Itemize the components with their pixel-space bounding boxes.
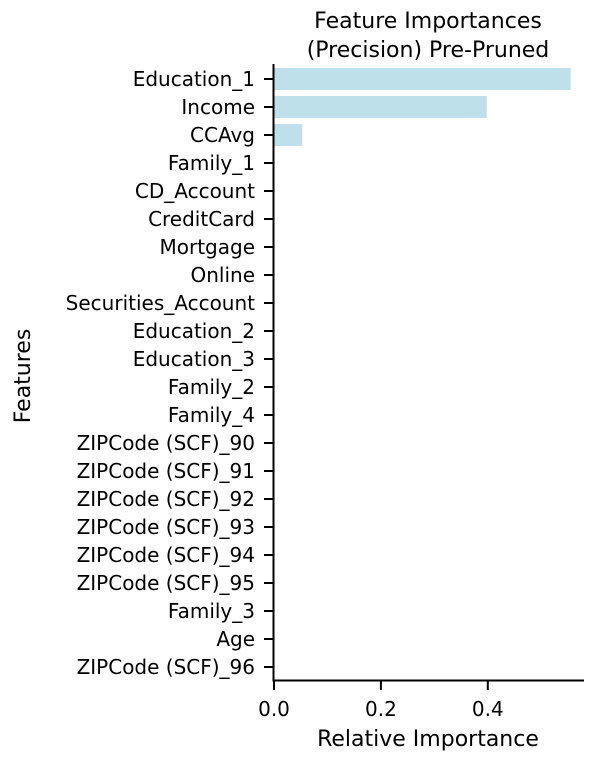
y-tick-label: Education_1 <box>133 67 255 91</box>
y-tick-label: ZIPCode (SCF)_96 <box>77 655 255 679</box>
y-tick-label: Education_3 <box>133 347 255 371</box>
y-tick-label: ZIPCode (SCF)_95 <box>77 571 255 595</box>
y-tick-label: ZIPCode (SCF)_92 <box>77 487 255 511</box>
y-tick-label: Family_2 <box>168 375 255 399</box>
x-ticks-group: 0.0 0.2 0.4 <box>258 681 504 721</box>
x-tick-label: 0.0 <box>258 697 290 721</box>
y-tick-label: ZIPCode (SCF)_94 <box>77 543 255 567</box>
chart-title-line-2: (Precision) Pre-Pruned <box>307 38 550 63</box>
x-axis-label: Relative Importance <box>317 727 539 752</box>
y-tick-label: Age <box>216 627 255 651</box>
y-tick-label: Securities_Account <box>66 291 255 315</box>
y-tick-label: ZIPCode (SCF)_90 <box>77 431 255 455</box>
x-tick-label: 0.2 <box>365 697 397 721</box>
bars-group <box>274 68 571 146</box>
bar-income <box>274 96 487 118</box>
bar-ccavg <box>274 124 303 146</box>
y-tick-label: ZIPCode (SCF)_91 <box>77 459 255 483</box>
chart-title-line-1: Feature Importances <box>314 9 542 34</box>
y-tick-label: Family_3 <box>168 599 255 623</box>
y-tick-label: CreditCard <box>148 207 255 231</box>
y-axis-label: Features <box>11 329 36 424</box>
y-tick-label: Mortgage <box>159 235 255 259</box>
y-tick-label: CD_Account <box>135 179 255 203</box>
y-tick-label: Online <box>190 263 255 287</box>
x-tick-label: 0.4 <box>472 697 504 721</box>
y-tick-label: CCAvg <box>190 123 255 147</box>
y-tick-label: Family_1 <box>168 151 255 175</box>
y-tick-label: Income <box>181 95 255 119</box>
y-tick-label: ZIPCode (SCF)_93 <box>77 515 255 539</box>
bar-education-1 <box>274 68 571 90</box>
y-ticks-group: Education_1 Income CCAvg Family_1 CD_Account… <box>66 67 273 679</box>
y-tick-label: Family_4 <box>168 403 255 427</box>
y-tick-label: Education_2 <box>133 319 255 343</box>
